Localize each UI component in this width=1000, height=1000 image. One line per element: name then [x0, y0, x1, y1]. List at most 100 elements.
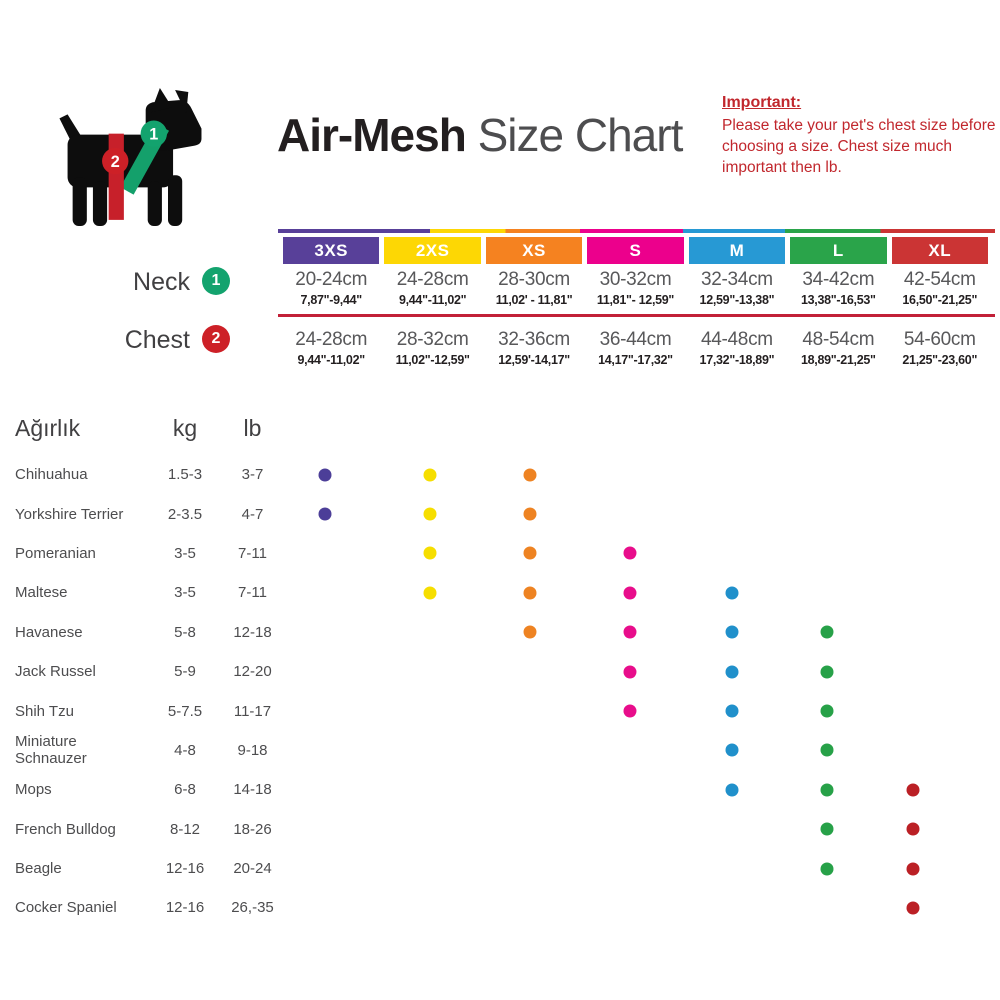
size-header-xs: XS: [485, 237, 583, 264]
breed-kg: 2-3.5: [167, 505, 203, 523]
size-dot-m: [725, 665, 739, 679]
chest-cm: 24-28cm: [295, 329, 368, 350]
size-dot-l: [820, 822, 834, 836]
breed-kg: 3-5: [174, 544, 196, 562]
breed-kg: 6-8: [174, 781, 196, 799]
size-dots: [0, 731, 1000, 770]
breed-name: Beagle: [15, 860, 62, 878]
table-row: Jack Russel 5-9 12-20: [0, 652, 1000, 691]
breed-lb: 20-24: [233, 860, 272, 878]
breed-name: Jack Russel: [15, 663, 96, 681]
neck-value-2xs: 24-28cm 9,44"-11,02": [384, 269, 480, 307]
important-note-body: Please take your pet's chest size before…: [722, 117, 996, 176]
size-dot-s: [623, 586, 637, 600]
chest-value-s: 36-44cm 14,17"-17,32": [587, 329, 683, 367]
size-dots: [0, 534, 1000, 573]
chest-in: 12,59'-14,17": [498, 353, 570, 367]
chest-value-3xs: 24-28cm 9,44"-11,02": [283, 329, 379, 367]
weight-column-header: Ağırlık: [15, 415, 81, 441]
chest-cm: 54-60cm: [903, 329, 976, 350]
size-dot-2xs: [423, 546, 437, 560]
chest-cm: 36-44cm: [599, 329, 672, 350]
neck-in: 7,87"-9,44": [300, 293, 363, 307]
breed-name: Mops: [15, 781, 52, 799]
neck-in: 13,38"-16,53": [800, 293, 876, 307]
size-dot-m: [725, 743, 739, 757]
chest-marker-badge: 2: [202, 325, 230, 353]
page-title-rest: Size Chart: [477, 109, 684, 161]
size-dot-m: [725, 783, 739, 797]
table-row: Chihuahua 1.5-3 3-7: [0, 455, 1000, 494]
neck-cm: 28-30cm: [498, 269, 570, 290]
chest-in: 21,25"-23,60": [902, 353, 978, 367]
table-row: Beagle 12-16 20-24: [0, 849, 1000, 888]
dog-ear: [150, 88, 173, 113]
breed-kg: 3-5: [174, 584, 196, 602]
size-dots: [0, 849, 1000, 888]
neck-point-badge: [140, 120, 167, 147]
size-dot-m: [725, 704, 739, 718]
breed-name: French Bulldog: [15, 820, 116, 838]
size-dot-xs: [523, 468, 537, 482]
size-dot-xs: [523, 507, 537, 521]
chest-in: 11,02"-12,59": [395, 353, 470, 367]
size-header-row: 3XS 2XS XS S M L XL: [283, 237, 988, 264]
neck-in: 11,02' - 11,81": [495, 293, 573, 307]
chest-label: Chest: [124, 326, 190, 354]
size-dot-2xs: [423, 468, 437, 482]
size-dot-s: [623, 625, 637, 639]
dog-leg: [72, 177, 87, 226]
chest-point-badge: [102, 147, 129, 175]
table-row: Havanese 5-8 12-18: [0, 613, 1000, 652]
size-dot-xl: [906, 783, 920, 797]
breed-name: Cocker Spaniel: [15, 899, 117, 917]
neck-value-xl: 42-54cm 16,50"-21,25": [892, 269, 988, 307]
breed-lb: 7-11: [238, 584, 267, 602]
neck-value-s: 30-32cm 11,81"- 12,59": [587, 269, 683, 307]
breed-kg: 4-8: [174, 741, 196, 759]
size-dot-2xs: [423, 507, 437, 521]
neck-in: 12,59"-13,38": [699, 293, 775, 307]
breed-kg: 5-8: [174, 623, 196, 641]
breed-kg: 5-9: [174, 663, 196, 681]
size-dots: [0, 573, 1000, 612]
dog-leg: [168, 175, 183, 226]
breed-kg: 1.5-3: [167, 466, 203, 484]
breed-name: Shih Tzu: [15, 702, 74, 720]
page-title-brand: Air-Mesh: [277, 109, 467, 161]
dog-harness-illustration: 1 2: [59, 88, 202, 226]
chest-value-l: 48-54cm 18,89"-21,25": [790, 329, 886, 367]
breed-lb: 18-26: [233, 820, 272, 838]
neck-values-row: 20-24cm 7,87"-9,44" 24-28cm 9,44"-11,02" 2…: [283, 269, 988, 307]
breed-lb: 12-18: [233, 623, 272, 641]
size-dots: [0, 810, 1000, 849]
table-row: Cocker Spaniel 12-16 26,-35: [0, 888, 1000, 927]
table-row: Miniature Schnauzer 4-8 9-18: [0, 731, 1000, 770]
neck-cm: 42-54cm: [903, 269, 976, 290]
neck-in: 16,50"-21,25": [902, 293, 978, 307]
breed-name: Chihuahua: [15, 466, 88, 484]
page-title: Air-Mesh Size Chart: [277, 108, 684, 162]
chest-cm: 32-36cm: [498, 329, 570, 350]
size-dots: [0, 691, 1000, 730]
breed-lb: 7-11: [238, 544, 267, 562]
table-row: French Bulldog 8-12 18-26: [0, 810, 1000, 849]
breed-lb: 14-18: [233, 781, 272, 799]
size-header-xl: XL: [891, 237, 988, 264]
size-dot-m: [725, 625, 739, 639]
breed-name: Yorkshire Terrier: [15, 505, 124, 523]
chest-value-2xs: 28-32cm 11,02"-12,59": [384, 329, 480, 367]
size-dot-xs: [523, 546, 537, 560]
important-note: Important: Please take your pet's chest …: [722, 94, 996, 178]
chest-value-xl: 54-60cm 21,25"-23,60": [892, 329, 988, 367]
dog-silhouette: [59, 88, 202, 226]
table-row: Maltese 3-5 7-11: [0, 573, 1000, 612]
breed-name: Maltese: [15, 584, 68, 602]
size-dot-l: [820, 625, 834, 639]
size-dot-l: [820, 862, 834, 876]
neck-value-l: 34-42cm 13,38"-16,53": [790, 269, 886, 307]
size-dot-xl: [906, 822, 920, 836]
chest-in: 17,32"-18,89": [699, 353, 775, 367]
size-header-l: L: [790, 237, 887, 264]
neck-value-m: 32-34cm 12,59"-13,38": [689, 269, 785, 307]
